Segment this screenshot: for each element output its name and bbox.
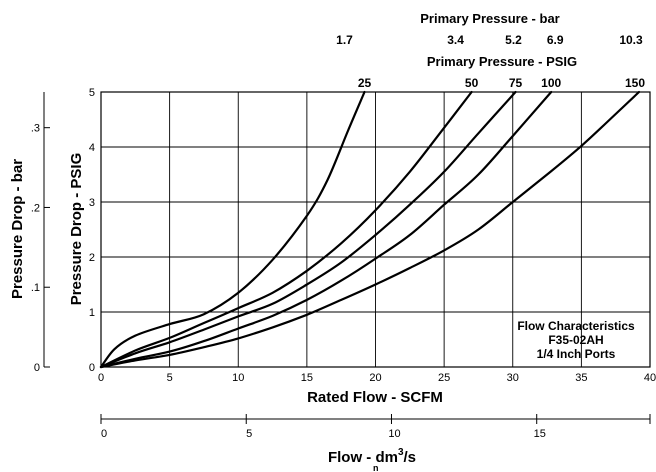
- annotation-line-1: Flow Characteristics: [517, 319, 635, 333]
- top-psig-tick-labels: 25 50 75 100 150: [358, 76, 646, 90]
- top-bar-tick-label: 6.9: [547, 33, 564, 47]
- y-tick-label: 0: [89, 362, 95, 374]
- secondary-y-tick-label: .3: [31, 123, 40, 135]
- top-bar-tick-label: 3.4: [447, 33, 464, 47]
- x-tick-label: 0: [98, 372, 104, 384]
- x-tick-label: 5: [167, 372, 173, 384]
- secondary-x-tick-label: 15: [534, 428, 546, 440]
- series-line-25-psig: [99, 90, 366, 369]
- annotation-line-3: 1/4 Inch Ports: [537, 347, 616, 361]
- y-tick-label: 3: [89, 197, 95, 209]
- secondary-y-ticks: 0 .1 .2 .3: [31, 123, 50, 374]
- x-tick-label: 15: [301, 372, 313, 384]
- secondary-y-tick-label: .2: [31, 202, 40, 214]
- x-tick-label: 30: [507, 372, 519, 384]
- secondary-x-ticks: 0 5 10 15: [100, 414, 651, 440]
- secondary-x-tick-label: 10: [388, 428, 400, 440]
- y-tick-label: 4: [89, 142, 95, 154]
- secondary-x-title-tail: /s: [404, 449, 417, 466]
- x-tick-label: 10: [232, 372, 244, 384]
- top-psig-tick-label: 100: [541, 76, 561, 90]
- secondary-x-axis-title: Flow - dm3/s: [328, 447, 416, 466]
- top-bar-tick-label: 5.2: [505, 33, 522, 47]
- y-tick-label: 5: [89, 87, 95, 99]
- plot-grid: [101, 92, 650, 367]
- secondary-y-tick-label: 0: [34, 362, 40, 374]
- secondary-x-title-subscript: n: [373, 463, 379, 472]
- secondary-x-tick-label: 5: [246, 428, 252, 440]
- top-bar-axis-title: Primary Pressure - bar: [420, 11, 559, 26]
- y-tick-label: 2: [89, 252, 95, 264]
- annotation-line-2: F35-02AH: [548, 333, 603, 347]
- top-psig-axis-title: Primary Pressure - PSIG: [427, 54, 577, 69]
- top-bar-tick-label: 1.7: [336, 33, 353, 47]
- top-psig-tick-label: 150: [625, 76, 645, 90]
- top-psig-tick-label: 75: [509, 76, 523, 90]
- x-tick-label: 25: [438, 372, 450, 384]
- secondary-x-title-sup: 3: [398, 447, 404, 458]
- series-line-50-psig: [99, 90, 473, 369]
- plot-frame: [100, 91, 651, 368]
- top-bar-tick-labels: 1.7 3.4 5.2 6.9 10.3: [336, 33, 643, 47]
- chart-annotation: Flow Characteristics F35-02AH 1/4 Inch P…: [517, 319, 635, 361]
- series-line-100-psig: [99, 90, 553, 369]
- secondary-y-axis-title: Pressure Drop - bar: [9, 159, 26, 299]
- top-psig-tick-label: 25: [358, 76, 372, 90]
- y-axis-title: Pressure Drop - PSIG: [68, 153, 85, 306]
- y-tick-label: 1: [89, 307, 95, 319]
- secondary-x-title-main: Flow - dm: [328, 449, 398, 466]
- x-tick-label: 40: [644, 372, 656, 384]
- plot-series: [99, 90, 641, 369]
- secondary-y-tick-label: .1: [31, 282, 40, 294]
- x-tick-label: 35: [575, 372, 587, 384]
- axis-ticks: 0 5 10 15 20 25 30 35 40 0 1 2 3 4 5: [89, 87, 656, 384]
- x-axis-title: Rated Flow - SCFM: [307, 389, 443, 406]
- series-line-150-psig: [99, 90, 641, 369]
- top-psig-tick-label: 50: [465, 76, 479, 90]
- top-bar-tick-label: 10.3: [619, 33, 643, 47]
- series-line-75-psig: [99, 90, 517, 369]
- secondary-x-tick-label: 0: [101, 428, 107, 440]
- x-tick-label: 20: [369, 372, 381, 384]
